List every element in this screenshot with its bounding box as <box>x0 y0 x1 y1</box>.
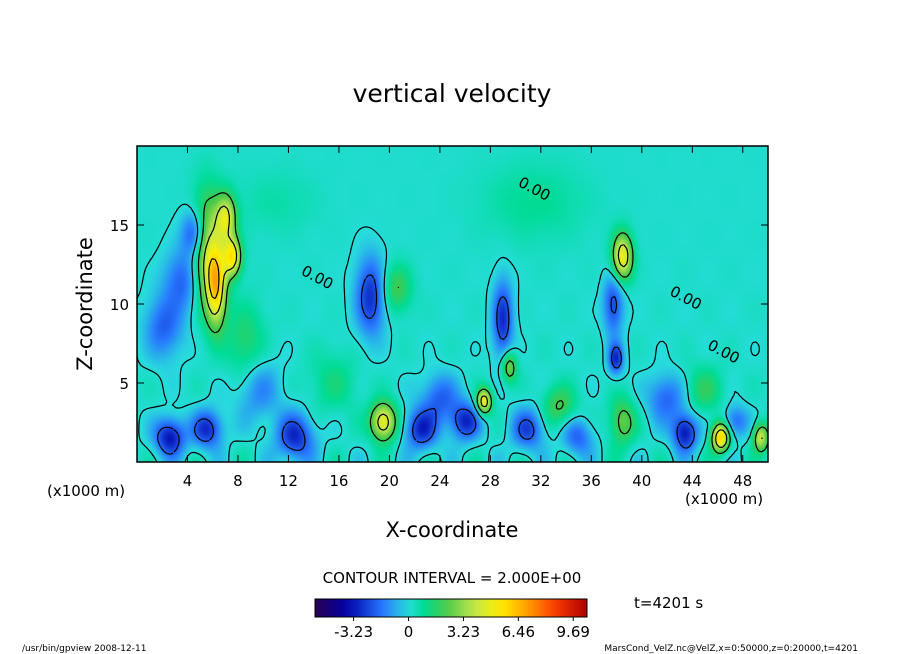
x-unit-left: (x1000 m) <box>47 482 125 500</box>
contour-line <box>157 274 695 455</box>
colorbar-gradient <box>314 598 588 618</box>
x-tick-label: 48 <box>733 472 752 490</box>
y-tick-label: 5 <box>119 375 129 393</box>
x-tick-label: 44 <box>683 472 702 490</box>
x-axis-ticks: 4 8 12 16 20 24 28 32 36 40 44 48 <box>183 146 752 490</box>
x-tick-label: 28 <box>481 472 500 490</box>
x-tick-label: 32 <box>531 472 550 490</box>
x-tick-label: 16 <box>329 472 348 490</box>
y-axis-label: Z-coordinate <box>73 237 97 371</box>
colorbar-tick-label: 6.46 <box>502 623 535 641</box>
x-tick-label: 40 <box>632 472 651 490</box>
contour-line <box>197 192 769 455</box>
colorbar: -3.23 0 3.23 6.46 9.69 <box>314 598 590 641</box>
time-label: t=4201 s <box>634 594 703 612</box>
x-tick-label: 24 <box>430 472 449 490</box>
colorbar-tick-label: 0 <box>404 623 414 641</box>
footer-right: MarsCond_VelZ.nc@VelZ,x=0:50000,z=0:2000… <box>604 644 858 654</box>
velocity-field-image <box>137 146 768 462</box>
chart-title: vertical velocity <box>353 79 552 108</box>
x-tick-label: 8 <box>233 472 243 490</box>
y-axis-ticks: 5 10 15 <box>110 217 768 393</box>
x-axis-label: X-coordinate <box>386 518 519 542</box>
contour-line <box>203 205 763 448</box>
x-tick-label: 12 <box>279 472 298 490</box>
contour-line <box>208 258 220 300</box>
x-tick-label: 20 <box>380 472 399 490</box>
plot-area: 0.000.000.000.00 4 8 12 16 20 24 28 32 36 40 44 48 … <box>110 145 769 490</box>
x-unit-right: (x1000 m) <box>685 490 763 508</box>
x-tick-label: 4 <box>183 472 193 490</box>
y-tick-label: 15 <box>110 217 129 235</box>
contour-lines <box>136 192 769 463</box>
colorbar-tick-label: -3.23 <box>334 623 373 641</box>
contour-interval: CONTOUR INTERVAL = 2.000E+00 <box>323 569 582 587</box>
colorbar-tick-label: 9.69 <box>557 623 590 641</box>
colorbar-tick-label: 3.23 <box>447 623 480 641</box>
contour-line <box>136 203 760 463</box>
colorbar-ticks: -3.23 0 3.23 6.46 9.69 <box>334 617 590 641</box>
x-tick-label: 36 <box>582 472 601 490</box>
y-tick-label: 10 <box>110 296 129 314</box>
footer-left: /usr/bin/gpview 2008-12-11 <box>22 644 146 654</box>
